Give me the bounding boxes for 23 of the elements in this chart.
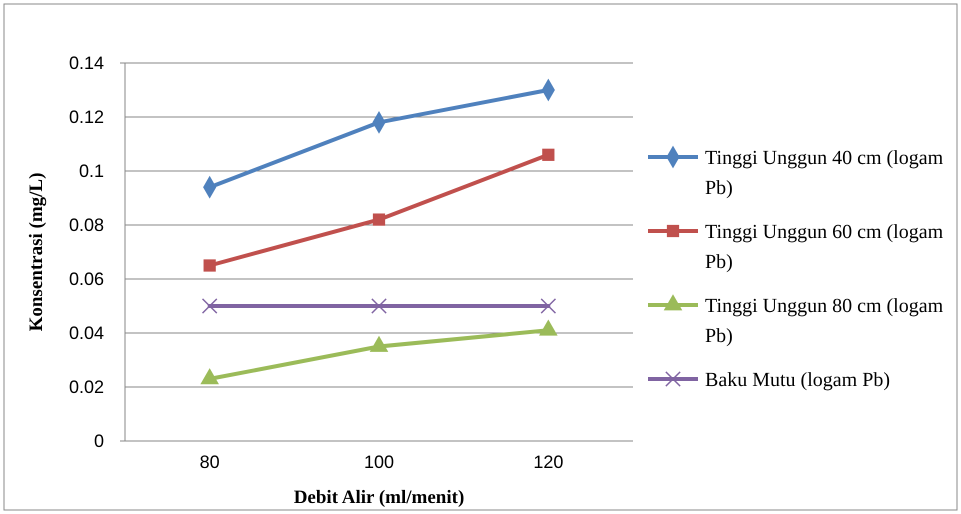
y-tick-label: 0.06: [68, 268, 104, 289]
x-tick-label: 80: [200, 452, 220, 472]
point: [202, 298, 218, 314]
x-tick-label: 120: [533, 452, 564, 472]
x-axis-title: Debit Alir (ml/menit): [294, 487, 464, 508]
y-axis-title: Konsentrasi (mg/L): [26, 172, 47, 332]
y-tick-label: 0.12: [68, 106, 104, 127]
y-tick-label: 0.04: [68, 322, 104, 343]
point: [371, 298, 387, 314]
y-tick-label: 0.14: [68, 52, 104, 73]
point: [372, 213, 386, 226]
legend-label: Tinggi Unggun 40 cm (logam Pb): [705, 147, 944, 199]
y-tick-label: 0.1: [78, 160, 104, 181]
point: [540, 298, 556, 314]
legend-label: Tinggi Unggun 80 cm (logam Pb): [705, 295, 944, 347]
y-tick-label: 0: [94, 430, 104, 451]
point: [204, 259, 216, 272]
x-tick-label: 100: [364, 452, 394, 472]
legend-label: Tinggi Unggun 60 cm (logam Pb): [705, 221, 944, 273]
point: [542, 148, 554, 161]
y-tick-label: 0.02: [68, 376, 104, 397]
legend-label: Baku Mutu (logam Pb): [705, 369, 890, 391]
y-tick-label: 0.08: [68, 214, 104, 235]
